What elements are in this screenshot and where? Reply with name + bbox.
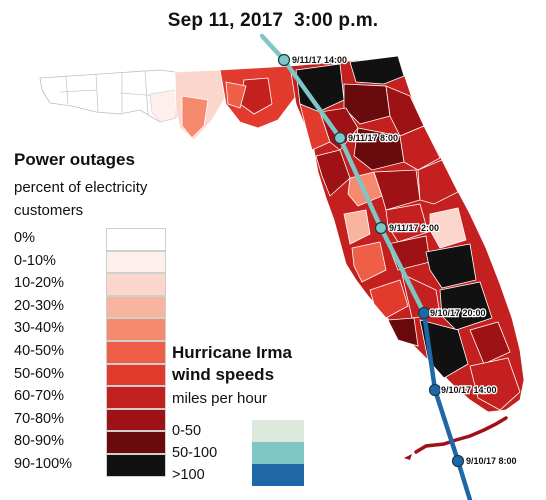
track-point [451, 454, 465, 468]
track-segment [432, 387, 461, 464]
wind-legend-swatch [252, 420, 304, 442]
outage-legend-swatch [106, 408, 166, 432]
county-tampa-light [343, 209, 371, 245]
outage-legend-swatch [106, 431, 166, 454]
outage-legend-item: 0% [14, 228, 166, 251]
outage-legend-label: 80-90% [14, 433, 64, 450]
track-segment [378, 225, 427, 316]
outage-legend-swatch [106, 453, 166, 477]
outage-legend-item: 70-80% [14, 408, 166, 432]
outage-legend-label: 30-40% [14, 320, 64, 337]
outage-legend-item: 20-30% [14, 295, 166, 319]
panhandle-mid-orange [181, 95, 209, 139]
track-segment [455, 458, 473, 500]
county-broward [469, 321, 511, 365]
track-segment [281, 57, 343, 141]
outage-legend-item: 0-10% [14, 250, 166, 274]
outage-legend-label: 60-70% [14, 388, 64, 405]
track-point [333, 131, 347, 145]
track-point [374, 221, 388, 235]
county-se-dark [439, 281, 493, 331]
track-point-label: 9/11/17 2:00 [389, 223, 439, 233]
track-point-label: 9/11/17 8:00 [348, 133, 398, 143]
county-n-center [343, 83, 391, 125]
panhandle-west-county-lines [59, 70, 161, 116]
county-osceola-light [429, 207, 467, 249]
outage-legend-label: 90-100% [14, 455, 73, 472]
hurricane-units: miles per hour [172, 390, 268, 407]
outage-legend-item: 10-20% [14, 273, 166, 296]
track-segment [337, 135, 384, 231]
county-ne-dark [349, 55, 405, 85]
track-point-label: 9/10/17 14:00 [441, 385, 497, 395]
county-highlands-dark [425, 243, 477, 289]
county-n-mid [319, 107, 359, 151]
outage-legend-item: 30-40% [14, 318, 166, 341]
wind-legend-label: 50-100 [172, 445, 218, 461]
wind-legend-item: 50-100 [172, 442, 332, 464]
county-polk [385, 203, 429, 243]
panhandle-light-county [149, 89, 177, 123]
track-point [428, 383, 442, 397]
outage-legend-swatch [106, 363, 166, 387]
county-c-north [353, 127, 405, 171]
track-point-label: 9/10/17 20:00 [430, 308, 486, 318]
outage-legend-label: 50-60% [14, 365, 64, 382]
florida-keys [414, 416, 508, 454]
outage-legend-swatch [106, 340, 166, 364]
hurricane-title: Hurricane Irma wind speeds [172, 343, 292, 384]
power-outages-legend: 0% 0-10% 10-20% 20-30% 30-40% 40-50% 50-60% 60-… [14, 228, 166, 477]
outage-legend-swatch [106, 250, 166, 274]
county-w-orange [351, 241, 387, 283]
power-outages-subtitle: percent of electricity customers [14, 179, 148, 219]
wind-legend-label: >100 [172, 467, 205, 483]
outage-legend-label: 70-80% [14, 410, 64, 427]
county-lee-dark [387, 317, 419, 347]
panhandle-orange-patch [225, 81, 247, 109]
hurricane-track: 9/11/17 14:00 9/11/17 8:00 9/11/17 2:00 9/1… [259, 33, 518, 500]
outage-legend-item: 80-90% [14, 431, 166, 454]
county-n-west [299, 103, 331, 151]
outage-legend-label: 10-20% [14, 275, 64, 292]
outage-legend-label: 0-10% [14, 252, 56, 269]
outage-legend-label: 20-30% [14, 297, 64, 314]
track-point-label: 9/11/17 14:00 [292, 55, 347, 65]
outage-legend-item: 60-70% [14, 386, 166, 409]
outage-legend-item: 40-50% [14, 340, 166, 364]
track-point [277, 53, 291, 67]
county-nw-dark [295, 63, 345, 113]
outage-legend-item: 50-60% [14, 363, 166, 387]
county-miami [469, 357, 521, 411]
outage-legend-label: 40-50% [14, 342, 64, 359]
track-segment [421, 310, 438, 393]
power-outages-title: Power outages [14, 150, 135, 169]
wind-legend-item: >100 [172, 464, 332, 486]
wind-speed-legend: 0-50 50-100 >100 [172, 420, 332, 486]
county-c-east [399, 125, 441, 171]
outage-legend-swatch [106, 295, 166, 319]
outage-legend-swatch [106, 228, 166, 251]
wind-legend-swatch [252, 442, 304, 464]
outage-legend-swatch [106, 318, 166, 341]
outage-legend-swatch [106, 386, 166, 409]
outage-legend-label: 0% [14, 230, 35, 246]
track-point-label: 9/10/17 8:00 [466, 456, 517, 466]
wind-legend-swatch [252, 464, 304, 486]
county-c-mid [373, 169, 421, 211]
wind-legend-item: 0-50 [172, 420, 332, 442]
outage-legend-item: 90-100% [14, 453, 166, 477]
county-e-coast [417, 159, 459, 205]
florida-keys-islet [404, 454, 412, 460]
outage-legend-swatch [106, 273, 166, 296]
wind-legend-label: 0-50 [172, 423, 202, 439]
track-point [417, 306, 431, 320]
county-sw-coast [369, 279, 409, 319]
map-title: Sep 11, 2017 3:00 p.m. [167, 10, 379, 31]
county-w-coast [315, 149, 351, 197]
